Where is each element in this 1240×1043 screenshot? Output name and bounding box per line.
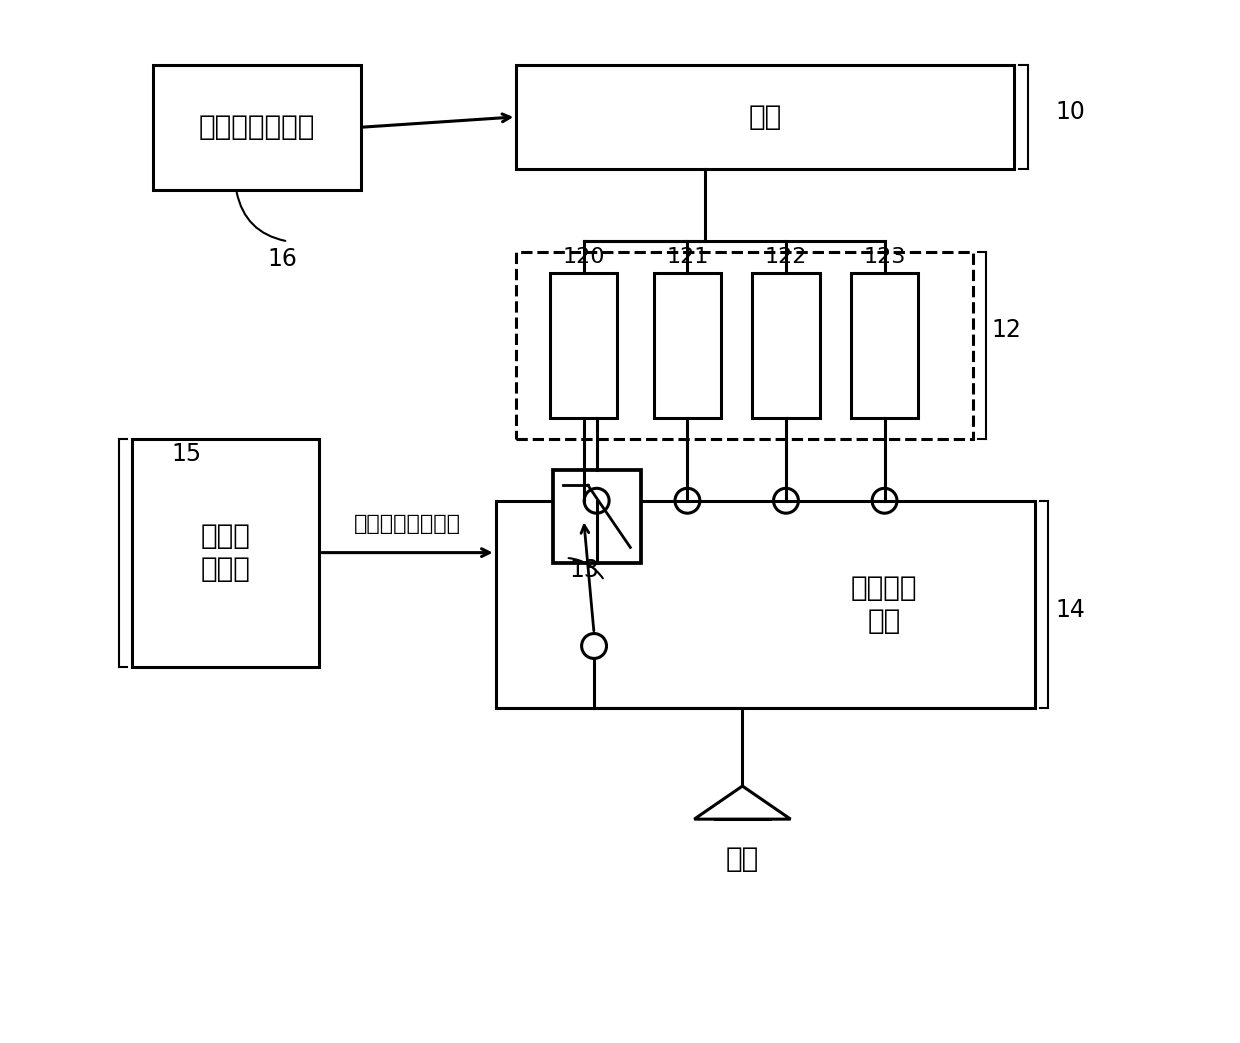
- Text: 天线调谐
开关: 天线调谐 开关: [851, 575, 918, 635]
- Bar: [516, 251, 972, 438]
- Bar: [851, 272, 919, 418]
- Text: 主控制
器模块: 主控制 器模块: [201, 523, 250, 583]
- Text: 射频信号发射器: 射频信号发射器: [198, 114, 315, 141]
- Bar: [154, 65, 361, 190]
- Bar: [653, 272, 722, 418]
- Bar: [553, 469, 641, 563]
- Bar: [551, 272, 618, 418]
- Text: 开关逻辑控制信号: 开关逻辑控制信号: [353, 514, 461, 534]
- Text: 接地: 接地: [725, 845, 759, 873]
- Bar: [516, 65, 1014, 169]
- Bar: [496, 501, 1035, 708]
- Bar: [133, 438, 319, 666]
- Text: 120: 120: [563, 247, 605, 267]
- Text: 天线: 天线: [749, 103, 782, 131]
- Text: 14: 14: [1055, 598, 1085, 622]
- Text: 122: 122: [765, 247, 807, 267]
- Text: 16: 16: [268, 246, 298, 270]
- Text: 15: 15: [172, 442, 202, 466]
- Bar: [753, 272, 820, 418]
- Text: 121: 121: [666, 247, 708, 267]
- Text: 123: 123: [863, 247, 905, 267]
- Text: 12: 12: [992, 317, 1022, 341]
- Text: 13: 13: [569, 558, 599, 582]
- Text: 10: 10: [1055, 100, 1085, 124]
- Polygon shape: [694, 786, 791, 819]
